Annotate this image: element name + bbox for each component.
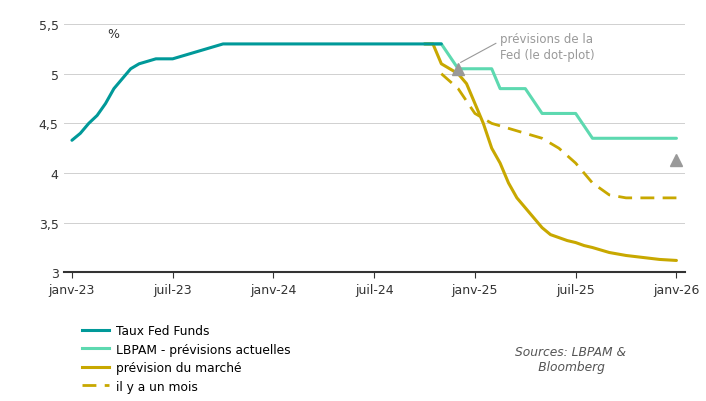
Text: Sources: LBPAM &
      Bloomberg: Sources: LBPAM & Bloomberg [515, 345, 626, 373]
Text: %: % [107, 28, 119, 41]
Legend: Taux Fed Funds, LBPAM - prévisions actuelles, prévision du marché, il y a un moi: Taux Fed Funds, LBPAM - prévisions actue… [82, 324, 291, 393]
Text: prévisions de la
Fed (le dot-plot): prévisions de la Fed (le dot-plot) [500, 33, 594, 62]
